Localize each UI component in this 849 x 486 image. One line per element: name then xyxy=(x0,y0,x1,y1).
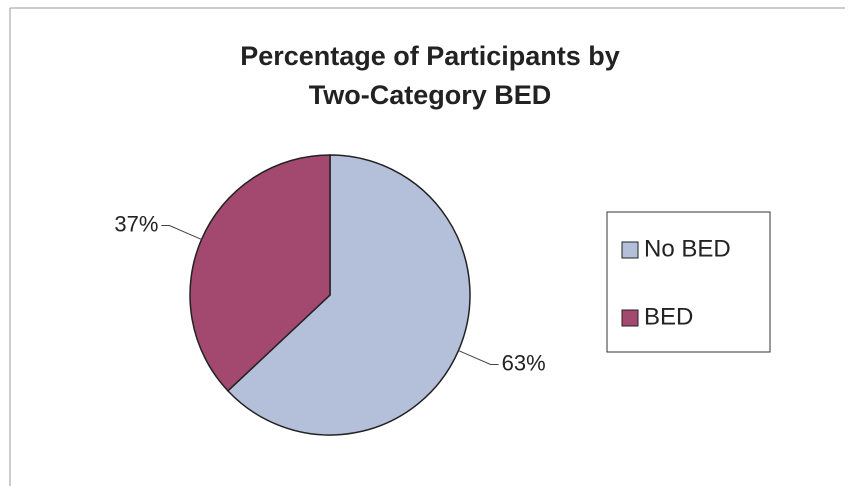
leader-line xyxy=(458,350,499,366)
legend-box xyxy=(606,211,771,353)
legend-label: No BED xyxy=(644,235,731,262)
data-label: 37% xyxy=(114,211,158,236)
leader-line xyxy=(161,224,202,240)
data-label: 63% xyxy=(502,350,546,375)
chart-title: Percentage of Participants by xyxy=(240,41,620,71)
legend-label: BED xyxy=(644,303,693,330)
legend-swatch xyxy=(621,309,639,327)
chart-title: Two-Category BED xyxy=(309,80,552,110)
legend-swatch xyxy=(621,241,639,259)
pie-slice xyxy=(226,154,471,436)
